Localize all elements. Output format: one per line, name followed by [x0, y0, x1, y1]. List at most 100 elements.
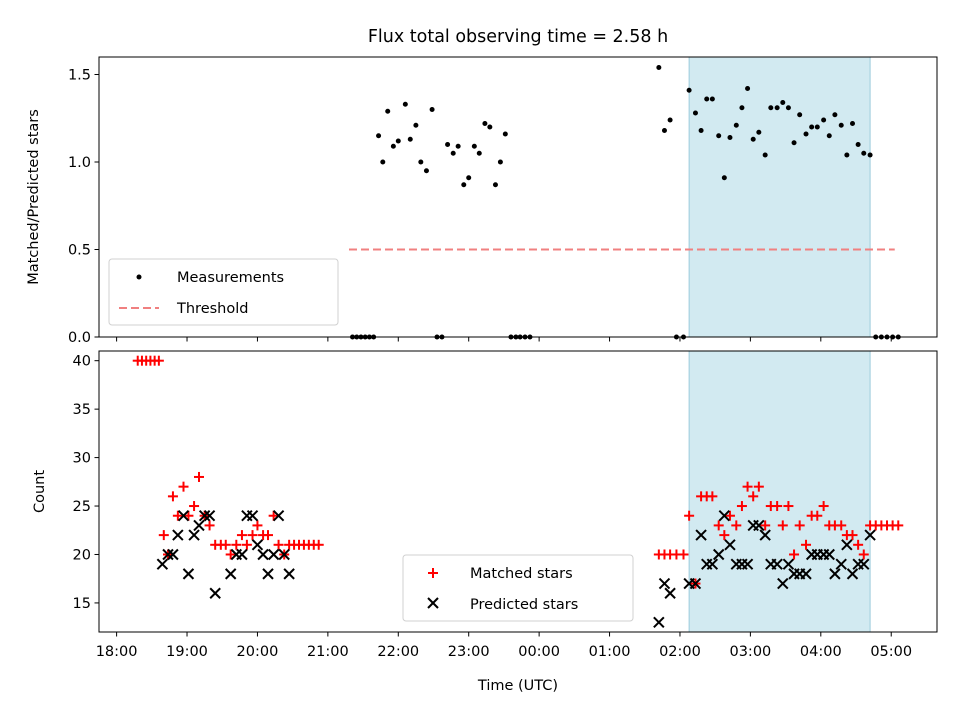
predicted-stars-points: [156, 510, 876, 629]
top-panel: 0.0 0.5 1.0 1.5 Matched/Predicted stars Mea…: [26, 56, 938, 346]
predicted-star-point: [209, 587, 221, 599]
measurement-point: [698, 128, 704, 133]
measurement-point: [727, 135, 733, 140]
predicted-star-point: [841, 539, 853, 551]
bottom-y-tick-label: 30: [73, 451, 91, 467]
x-tick-label: 20:00: [237, 644, 279, 660]
measurement-point: [745, 86, 751, 91]
predicted-star-point: [236, 548, 248, 561]
measurement-point: [502, 131, 508, 137]
measurement-point: [709, 96, 715, 102]
top-x-ticks: [116, 337, 892, 342]
predicted-legend-marker-stroke: [427, 597, 439, 609]
measurement-point: [826, 133, 832, 139]
top-shaded-region: [688, 56, 871, 338]
x-tick-label: 01:00: [589, 644, 631, 660]
predicted-star-point: [800, 568, 812, 580]
measurement-point: [407, 136, 413, 142]
bottom-legend: Matched stars Predicted stars: [402, 554, 634, 622]
predicted-star-point: [846, 568, 859, 580]
bottom-y-ticks: 15 20 25 30 35 40: [73, 354, 99, 612]
measurement-point: [492, 182, 498, 188]
x-tick-label: 04:00: [800, 644, 842, 660]
top-legend: Measurements Threshold: [108, 258, 339, 326]
predicted-star-point: [257, 548, 269, 561]
top-y-ticks: 0.0 0.5 1.0 1.5: [68, 68, 99, 346]
measurement-point: [686, 87, 692, 93]
measurement-point: [809, 124, 815, 130]
measurement-point: [832, 112, 838, 118]
measurement-point: [661, 128, 667, 133]
x-tick-label: 02:00: [659, 644, 701, 660]
predicted-star-point: [741, 558, 754, 570]
top-y-tick-label: 0.0: [68, 330, 91, 346]
measurement-point: [461, 182, 467, 188]
x-axis-label: Time (UTC): [477, 678, 558, 694]
predicted-star-point: [689, 577, 702, 590]
x-tick-label: 22:00: [377, 644, 419, 660]
predicted-star-point: [782, 558, 795, 570]
measurement-point: [376, 133, 382, 139]
measurement-point: [861, 150, 867, 156]
measurement-point: [780, 100, 786, 105]
measurement-point: [402, 101, 408, 107]
predicted-star-point: [283, 568, 295, 580]
measurement-point: [413, 122, 419, 128]
measurement-point: [844, 152, 850, 158]
predicted-legend-marker: [427, 597, 439, 609]
measurement-point: [445, 142, 451, 147]
measurements-legend-label: Measurements: [177, 270, 284, 286]
predicted-star-point: [278, 548, 290, 561]
predicted-star-point: [829, 568, 841, 580]
x-tick-label: 19:00: [166, 644, 208, 660]
predicted-star-point: [162, 548, 174, 561]
measurement-point: [849, 121, 855, 126]
bottom-y-tick-label: 35: [73, 402, 91, 418]
measurement-point: [774, 105, 780, 111]
top-measurement-points: [350, 65, 901, 340]
predicted-star-point: [823, 548, 835, 561]
bottom-y-tick-label: 20: [73, 547, 91, 563]
predicted-star-point: [198, 510, 211, 522]
predicted-star-point: [658, 577, 671, 590]
predicted-star-point: [664, 587, 676, 599]
x-tick-label: 03:00: [729, 644, 771, 660]
predicted-star-point: [724, 539, 736, 551]
predicted-star-point: [182, 568, 195, 580]
predicted-star-point: [246, 510, 259, 522]
bottom-y-tick-label: 40: [73, 354, 91, 370]
predicted-star-point: [771, 558, 783, 570]
x-tick-label: 00:00: [518, 644, 560, 660]
measurement-point: [721, 175, 727, 181]
predicted-star-point: [267, 548, 280, 561]
x-tick-label: 18:00: [96, 644, 138, 660]
measurement-point: [762, 152, 768, 158]
predicted-star-point: [193, 519, 205, 532]
predicted-star-point: [172, 529, 184, 541]
measurement-point: [821, 117, 827, 123]
measurement-point: [482, 121, 488, 126]
matched-legend-label: Matched stars: [470, 566, 573, 582]
measurement-point: [739, 105, 745, 111]
top-legend-box: [108, 258, 339, 326]
top-axes-frame: [98, 56, 938, 338]
matched-stars-points: [132, 355, 904, 589]
measurement-point: [791, 140, 797, 146]
measurement-point: [487, 124, 493, 130]
measurement-point: [704, 96, 710, 102]
predicted-star-point: [835, 558, 847, 570]
predicted-star-point: [188, 529, 200, 541]
predicted-star-point: [156, 558, 169, 570]
predicted-star-point: [858, 558, 870, 570]
measurement-point: [750, 136, 756, 142]
measurement-point: [380, 159, 386, 165]
measurement-point: [756, 129, 762, 135]
predicted-star-point: [706, 558, 719, 570]
matched-legend-marker: [428, 568, 438, 578]
measurement-point: [656, 65, 662, 70]
predicted-star-point: [262, 568, 274, 580]
top-y-axis-label: Matched/Predicted stars: [26, 109, 42, 285]
measurement-point: [797, 112, 803, 118]
predicted-star-point: [718, 510, 731, 522]
